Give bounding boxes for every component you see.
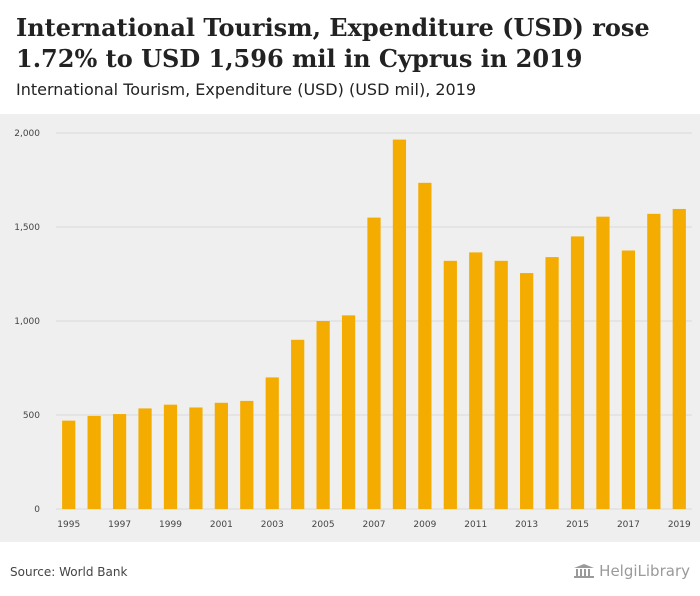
bar-2003 <box>265 377 279 509</box>
bar-2000 <box>189 407 203 509</box>
x-tick-label: 2003 <box>261 520 284 530</box>
y-tick-label: 2,000 <box>14 129 40 139</box>
bar-2019 <box>672 208 686 509</box>
x-tick-label: 2011 <box>464 520 487 530</box>
bars <box>62 139 686 509</box>
x-tick-label: 1999 <box>159 520 182 530</box>
x-tick-label: 2005 <box>312 520 335 530</box>
x-tick-label: 1997 <box>108 520 131 530</box>
bar-2002 <box>240 400 254 509</box>
bar-2005 <box>316 321 330 509</box>
bar-1996 <box>87 415 101 509</box>
bar-1999 <box>163 404 178 509</box>
helgilibrary-logo: HelgiLibrary <box>573 562 690 580</box>
x-tick-label: 2001 <box>210 520 233 530</box>
bar-2001 <box>214 402 228 509</box>
bar-2006 <box>341 315 356 509</box>
bar-2007 <box>367 217 381 509</box>
bar-2016 <box>596 216 610 509</box>
library-building-icon <box>574 564 595 578</box>
logo-text: HelgiLibrary <box>599 562 690 580</box>
x-tick-label: 2015 <box>566 520 589 530</box>
bar-2014 <box>545 257 559 509</box>
y-tick-label: 500 <box>23 411 40 421</box>
chart-area: 0 500 1,000 1,500 2,000 1995 1997 1999 2001 2003… <box>0 114 700 542</box>
x-tick-label: 1995 <box>57 520 80 530</box>
y-tick-label: 1,000 <box>14 317 40 327</box>
bar-2010 <box>443 260 457 509</box>
y-tick-label: 1,500 <box>14 223 40 233</box>
bar-2015 <box>570 236 585 509</box>
chart-header: International Tourism, Expenditure (USD)… <box>0 0 700 108</box>
bar-2004 <box>291 339 305 509</box>
x-tick-label: 2019 <box>668 520 691 530</box>
source-note: Source: World Bank <box>10 565 128 579</box>
bar-2017 <box>621 250 636 509</box>
x-axis-ticks: 1995 1997 1999 2001 2003 2005 2007 2009 2011 2013… <box>57 520 691 530</box>
bar-2009 <box>418 182 432 509</box>
bar-chart: 0 500 1,000 1,500 2,000 1995 1997 1999 2001 2003… <box>14 129 692 530</box>
chart-title: International Tourism, Expenditure (USD)… <box>16 13 650 73</box>
bar-1995 <box>62 420 76 509</box>
bar-2008 <box>392 139 407 509</box>
chart-subtitle: International Tourism, Expenditure (USD)… <box>16 80 477 99</box>
y-axis-ticks: 0 500 1,000 1,500 2,000 <box>14 129 40 515</box>
x-tick-label: 2013 <box>515 520 538 530</box>
x-tick-label: 2007 <box>363 520 386 530</box>
bar-2012 <box>494 260 508 509</box>
x-tick-label: 2017 <box>617 520 640 530</box>
bar-2013 <box>520 273 534 509</box>
bar-2018 <box>647 213 661 509</box>
x-tick-label: 2009 <box>413 520 436 530</box>
y-tick-label: 0 <box>34 505 40 515</box>
bar-1997 <box>112 414 127 509</box>
bar-1998 <box>138 408 152 509</box>
bar-2011 <box>469 252 483 509</box>
